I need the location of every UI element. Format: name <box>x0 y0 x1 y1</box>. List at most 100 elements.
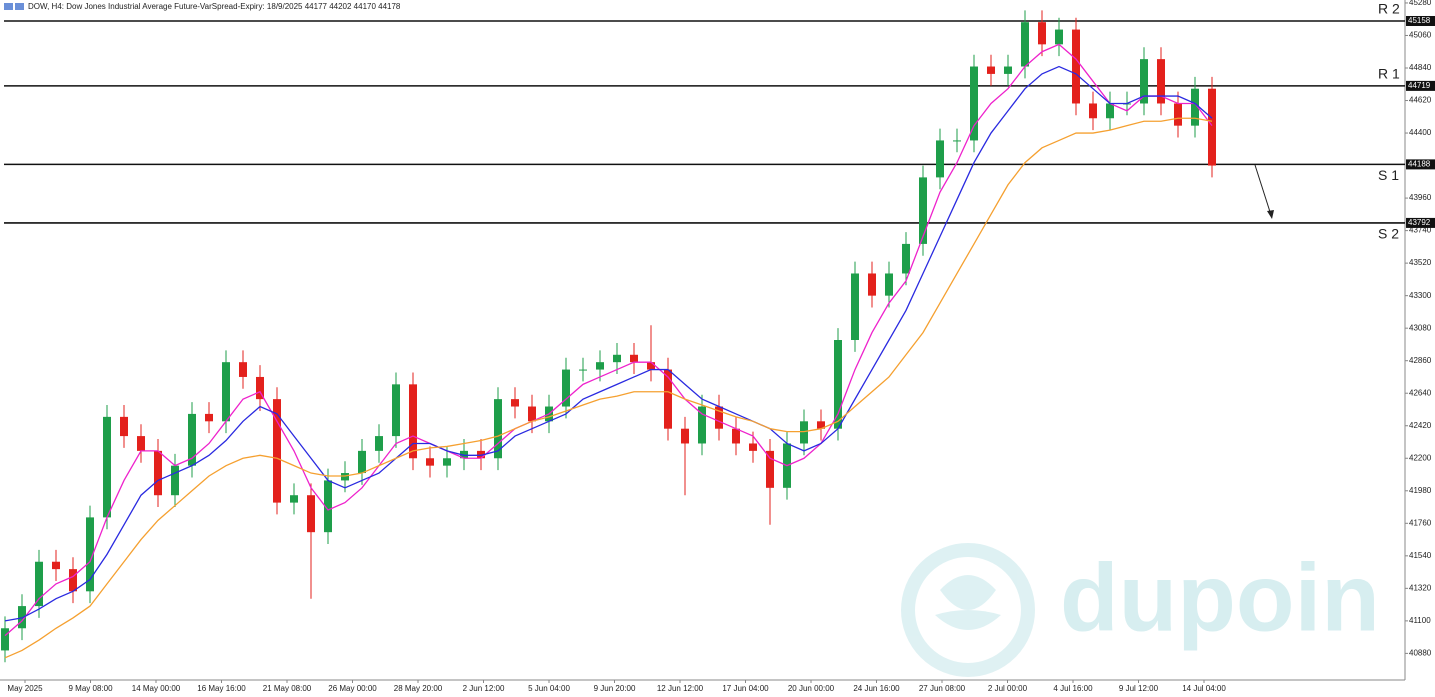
candle-body <box>307 495 315 533</box>
candle-body <box>715 406 723 429</box>
candle-body <box>409 384 417 459</box>
level-price: 44719 <box>1408 81 1431 90</box>
candle-body <box>817 421 825 429</box>
candle-body <box>1055 29 1063 45</box>
candle-body <box>205 413 213 422</box>
candle-body <box>460 450 468 459</box>
y-tick-label: 40880 <box>1409 649 1432 658</box>
y-tick-label: 43740 <box>1409 226 1432 235</box>
y-tick-label: 44620 <box>1409 96 1432 105</box>
y-tick-label: 43300 <box>1409 291 1432 300</box>
watermark-logo <box>901 543 1035 677</box>
x-tick-label: 21 May 08:00 <box>263 684 312 693</box>
candle-body <box>902 243 910 274</box>
candle-body <box>256 376 264 400</box>
candle-body <box>154 450 162 496</box>
y-tick-label: 42200 <box>1409 453 1432 462</box>
x-tick-label: 24 Jun 16:00 <box>853 684 900 693</box>
moving-average <box>4 117 1213 659</box>
y-tick-label: 44400 <box>1409 128 1432 137</box>
level-price: 43792 <box>1408 218 1431 227</box>
y-tick-label: 41980 <box>1409 486 1432 495</box>
candle-body <box>392 384 400 437</box>
candle-body <box>375 436 383 451</box>
candle-body <box>52 561 60 570</box>
candle-body <box>834 340 842 429</box>
level-price-box <box>1406 159 1435 170</box>
candle-body <box>1174 103 1182 126</box>
candle-body <box>800 421 808 444</box>
candle-body <box>1 628 9 651</box>
candle-body <box>851 273 859 340</box>
candle-body <box>273 399 281 503</box>
candle-body <box>18 606 26 629</box>
y-tick-label: 41540 <box>1409 551 1432 560</box>
candle-body <box>1038 22 1046 45</box>
candle-body <box>1089 103 1097 119</box>
symbol-icon <box>15 3 24 10</box>
level-price: 44188 <box>1408 159 1431 168</box>
chart-title: DOW, H4: Dow Jones Industrial Average Fu… <box>28 2 401 11</box>
watermark: dupoin <box>1060 544 1380 651</box>
candle-body <box>1021 22 1029 67</box>
arrow <box>1254 164 1274 219</box>
y-tick-label: 45280 <box>1409 0 1432 7</box>
candle-body <box>936 140 944 178</box>
candle-body <box>290 495 298 503</box>
y-tick-label: 42420 <box>1409 421 1432 430</box>
level-name: S 1 <box>1378 167 1399 183</box>
x-tick-label: 27 Jun 08:00 <box>919 684 966 693</box>
y-tick-label: 44840 <box>1409 63 1432 72</box>
y-tick-label: 43960 <box>1409 193 1432 202</box>
candle-body <box>171 465 179 496</box>
moving-average <box>4 65 1213 622</box>
x-tick-label: 12 Jun 12:00 <box>657 684 704 693</box>
y-tick-label: 43520 <box>1409 258 1432 267</box>
x-tick-label: 2 Jul 00:00 <box>988 684 1028 693</box>
candle-body <box>749 443 757 451</box>
candle-body <box>511 399 519 407</box>
candle-body <box>1072 29 1080 104</box>
candle-body <box>1140 59 1148 104</box>
candle-body <box>1004 66 1012 74</box>
x-tick-label: May 2025 <box>7 684 43 693</box>
level-name: S 2 <box>1378 226 1399 242</box>
level-name: R 1 <box>1378 66 1400 82</box>
y-tick-label: 41760 <box>1409 518 1432 527</box>
candle-body <box>1157 59 1165 104</box>
candle-body <box>766 450 774 488</box>
y-tick-label: 43080 <box>1409 323 1432 332</box>
x-tick-label: 17 Jun 04:00 <box>722 684 769 693</box>
candle-body <box>120 416 128 437</box>
candle-body <box>443 458 451 466</box>
x-tick-label: 9 Jul 12:00 <box>1119 684 1159 693</box>
candle-body <box>698 406 706 444</box>
candle-body <box>1208 88 1216 166</box>
candle-body <box>1191 88 1199 126</box>
candle-body <box>222 362 230 422</box>
x-tick-label: 5 Jun 04:00 <box>528 684 570 693</box>
candle-body <box>103 416 111 518</box>
candle-body <box>426 458 434 466</box>
y-tick-label: 42640 <box>1409 388 1432 397</box>
candle-body <box>324 480 332 533</box>
candle-body <box>868 273 876 296</box>
candle-body <box>528 406 536 422</box>
symbol-icon <box>4 3 13 10</box>
candle-body <box>239 362 247 377</box>
x-tick-label: 9 May 08:00 <box>68 684 113 693</box>
candle-body <box>919 177 927 244</box>
candle-body <box>987 66 995 74</box>
y-tick-label: 41320 <box>1409 583 1432 592</box>
y-tick-label: 45060 <box>1409 31 1432 40</box>
x-tick-label: 14 Jul 04:00 <box>1182 684 1226 693</box>
candle-body <box>188 413 196 466</box>
candle-body <box>86 517 94 592</box>
candle-body <box>341 473 349 481</box>
x-tick-label: 20 Jun 00:00 <box>788 684 835 693</box>
candle-body <box>477 450 485 459</box>
x-tick-label: 14 May 00:00 <box>132 684 181 693</box>
candle-body <box>1106 103 1114 119</box>
candle-body <box>137 436 145 451</box>
candle-body <box>579 369 587 371</box>
